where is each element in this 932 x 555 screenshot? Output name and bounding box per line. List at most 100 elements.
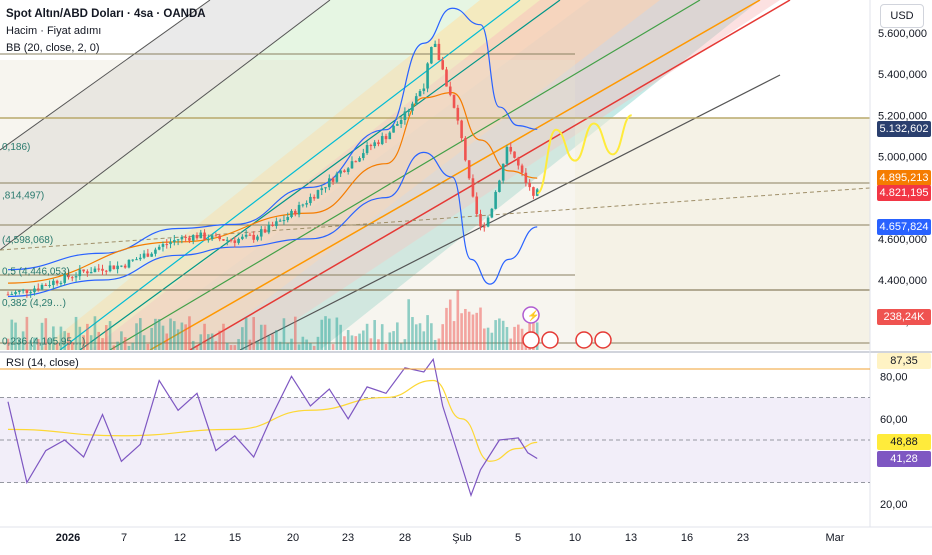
volume-bar bbox=[195, 345, 199, 350]
volume-bar bbox=[278, 341, 282, 350]
volume-bar bbox=[475, 312, 479, 350]
candle-body bbox=[433, 43, 437, 48]
volume-bar bbox=[146, 343, 150, 350]
volume-bar bbox=[377, 339, 380, 350]
volume-bar bbox=[380, 324, 384, 350]
candle-body bbox=[475, 196, 479, 215]
volume-bar bbox=[123, 337, 127, 350]
candle-body bbox=[513, 151, 516, 158]
volume-bar bbox=[369, 338, 373, 350]
candle-body bbox=[437, 43, 441, 61]
us-flag-icon[interactable] bbox=[594, 331, 612, 349]
us-flag-icon[interactable] bbox=[522, 331, 540, 349]
volume-bar bbox=[33, 337, 36, 350]
candle-body bbox=[233, 240, 237, 243]
time-axis[interactable]: 2026 7 12 15 20 23 28 Şub 5 10 13 16 23 Mar bbox=[56, 532, 845, 544]
volume-bar bbox=[222, 323, 225, 350]
candle-body bbox=[532, 187, 535, 196]
candle-body bbox=[407, 110, 410, 112]
candle-body bbox=[418, 91, 422, 97]
volume-bar bbox=[78, 326, 82, 350]
candle-body bbox=[324, 187, 327, 189]
candle-body bbox=[127, 259, 131, 268]
candle-body bbox=[430, 47, 433, 64]
candle-body bbox=[210, 235, 214, 240]
fib-label: 0,382 (4,29…) bbox=[2, 298, 66, 309]
volume-bar bbox=[460, 313, 463, 350]
candle-body bbox=[380, 136, 384, 145]
candle-body bbox=[21, 289, 25, 291]
candle-body bbox=[350, 161, 354, 169]
volume-bar bbox=[271, 334, 274, 350]
volume-bar bbox=[52, 326, 55, 350]
volume-bar bbox=[346, 330, 350, 350]
volume-bar bbox=[89, 335, 93, 350]
volume-bar bbox=[120, 331, 123, 350]
chart-title[interactable]: Spot Altın/ABD Doları · 4sa · OANDA bbox=[6, 8, 206, 20]
rsi-tag: 48,88 bbox=[877, 434, 931, 451]
volume-bar bbox=[70, 342, 74, 350]
channel-line-1 bbox=[0, 0, 211, 151]
candlesticks bbox=[6, 38, 539, 298]
volume-bar bbox=[358, 333, 361, 350]
candle-body bbox=[10, 294, 14, 296]
candle-body bbox=[486, 217, 490, 227]
candle-body bbox=[312, 196, 316, 199]
candle-body bbox=[74, 276, 78, 278]
volume-bar bbox=[188, 316, 191, 350]
event-icons[interactable]: ⚡ bbox=[522, 306, 612, 349]
candle-body bbox=[328, 178, 331, 188]
flash-icon[interactable] bbox=[522, 306, 540, 324]
volume-bar bbox=[241, 327, 244, 350]
time-tick-label: 16 bbox=[681, 532, 693, 544]
volume-bar bbox=[343, 336, 346, 350]
bb-legend[interactable]: BB (20, close, 2, 0) bbox=[6, 42, 100, 54]
volume-bar bbox=[237, 339, 240, 350]
chart-legend: Spot Altın/ABD Doları · 4sa · OANDA Haci… bbox=[6, 6, 206, 57]
candle-body bbox=[52, 280, 55, 286]
time-tick-label: 28 bbox=[399, 532, 411, 544]
volume-bar bbox=[426, 315, 429, 350]
candle-body bbox=[225, 239, 229, 241]
us-flag-icon[interactable] bbox=[575, 331, 593, 349]
volume-legend[interactable]: Hacim · Fiyat adımı bbox=[6, 25, 102, 37]
volume-bar bbox=[248, 339, 252, 350]
volume-bar bbox=[203, 323, 206, 350]
candle-body bbox=[297, 204, 301, 215]
candle-body bbox=[180, 236, 184, 240]
volume-bar bbox=[233, 345, 237, 350]
time-tick-label: 2026 bbox=[56, 532, 80, 544]
time-tick-label: Şub bbox=[452, 532, 472, 544]
volume-bar bbox=[93, 316, 97, 350]
rsi-legend[interactable]: RSI (14, close) bbox=[6, 357, 79, 369]
bb-upper-line bbox=[7, 7, 538, 271]
candle-body bbox=[6, 294, 10, 296]
volume-bar bbox=[191, 340, 195, 350]
volume-bar bbox=[150, 327, 153, 350]
volume-bar bbox=[29, 340, 32, 350]
price-tag: 4.657,824 bbox=[877, 218, 931, 235]
volume-bar bbox=[479, 307, 482, 350]
us-flag-icon[interactable] bbox=[541, 331, 559, 349]
candle-body bbox=[135, 259, 138, 261]
bb-lower-line bbox=[7, 151, 538, 298]
candle-body bbox=[195, 235, 199, 239]
currency-button[interactable]: USD bbox=[880, 4, 924, 28]
candle-body bbox=[244, 234, 248, 237]
volume-bar bbox=[225, 342, 229, 350]
candle-body bbox=[286, 217, 290, 221]
candle-body bbox=[354, 161, 358, 163]
fib-label: 0,5 (4,446,053) bbox=[2, 267, 70, 278]
candle-body bbox=[460, 120, 463, 139]
volume-bar bbox=[324, 316, 327, 350]
candle-body bbox=[517, 157, 520, 166]
price-tag: 238,24K bbox=[877, 309, 931, 326]
time-tick-label: Mar bbox=[826, 532, 845, 544]
volume-bar bbox=[418, 323, 422, 350]
volume-bar bbox=[154, 318, 157, 350]
time-tick-label: 12 bbox=[174, 532, 186, 544]
candle-body bbox=[36, 288, 40, 290]
volume-bar bbox=[441, 324, 444, 350]
